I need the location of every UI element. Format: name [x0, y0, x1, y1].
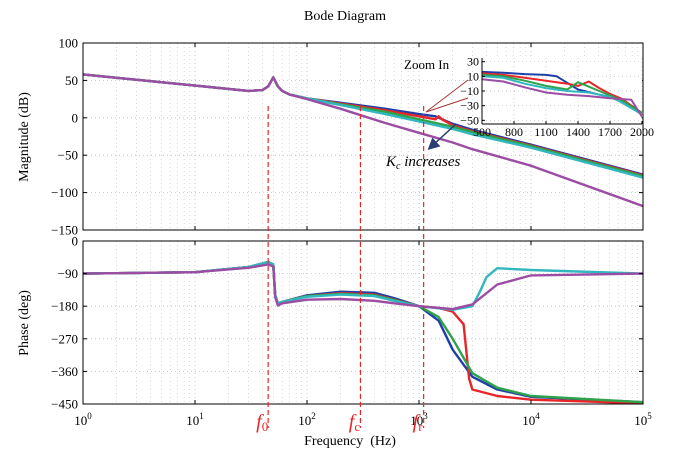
- series-line: [83, 260, 643, 404]
- inset-x-tick-label: 1100: [534, 125, 558, 139]
- series-line: [83, 260, 643, 404]
- y-tick-label: −150: [51, 223, 78, 238]
- y-tick-label: −360: [51, 364, 78, 379]
- series-line: [83, 260, 643, 404]
- inset-y-tick-label: −30: [460, 99, 479, 113]
- magnitude-axes-frame: [82, 42, 644, 231]
- inset-y-tick-label: −50: [460, 113, 479, 127]
- inset-x-tick-label: 2000: [630, 125, 654, 139]
- zoom-pointer-upper: [425, 79, 469, 113]
- x-tick-label: 105: [634, 411, 652, 428]
- x-tick-label: 100: [74, 411, 92, 428]
- x-tick-label: 102: [298, 411, 316, 428]
- chart-title: Bode Diagram: [304, 9, 386, 24]
- x-tick-label: 104: [522, 411, 540, 428]
- inset-y-tick-label: 30: [467, 55, 479, 69]
- inset-x-tick-label: 1400: [566, 125, 590, 139]
- x-tick-label: 103: [410, 411, 428, 428]
- series-line: [83, 260, 643, 311]
- kc-increases-label: Kc increases: [385, 154, 460, 172]
- y-tick-label: −180: [51, 299, 78, 314]
- phase-series: [83, 260, 643, 404]
- zoom-in-label: Zoom In: [404, 57, 450, 72]
- magnitude-y-label: Magnitude (dB): [17, 92, 32, 182]
- phase-y-ticks: 0 −90 −180 −270 −360 −450: [51, 234, 643, 412]
- x-axis-label: Frequency (Hz): [304, 434, 396, 449]
- y-tick-label: 0: [72, 234, 79, 249]
- y-tick-label: −100: [51, 185, 78, 200]
- frequency-markers: f0 fc fr: [256, 106, 425, 434]
- series-line: [482, 75, 642, 116]
- phase-y-label: Phase (deg): [17, 290, 32, 356]
- inset-x-tick-label: 800: [505, 125, 523, 139]
- inset-x-tick-label: 500: [473, 125, 491, 139]
- frequency-marker-label: f0: [256, 411, 268, 434]
- y-tick-label: −50: [58, 148, 78, 163]
- series-line: [482, 78, 642, 118]
- series-line: [83, 73, 643, 208]
- y-tick-label: 0: [72, 110, 79, 125]
- inset-y-tick-label: 10: [467, 69, 479, 83]
- phase-grid: [83, 240, 643, 405]
- series-line: [83, 263, 643, 311]
- inset-y-tick-label: −10: [460, 84, 479, 98]
- series-line: [482, 73, 642, 114]
- frequency-marker-label: fc: [349, 411, 361, 434]
- y-tick-label: 50: [65, 73, 78, 88]
- y-tick-label: −450: [51, 397, 78, 412]
- y-tick-label: 100: [59, 36, 79, 51]
- x-tick-label: 101: [186, 411, 204, 428]
- series-line: [482, 72, 642, 114]
- y-tick-label: −270: [51, 331, 78, 346]
- magnitude-series: [83, 73, 643, 208]
- y-tick-label: −90: [58, 266, 78, 281]
- frequency-marker-label: fr: [413, 411, 424, 434]
- zoom-pointer-lower: [425, 97, 469, 113]
- phase-axes-frame: [82, 240, 644, 405]
- inset-series: [482, 70, 642, 118]
- inset-x-tick-label: 1700: [598, 125, 622, 139]
- frequency-x-ticks: 100 101 102 103 104 105: [74, 43, 652, 428]
- kc-increases-arrow: [427, 123, 457, 151]
